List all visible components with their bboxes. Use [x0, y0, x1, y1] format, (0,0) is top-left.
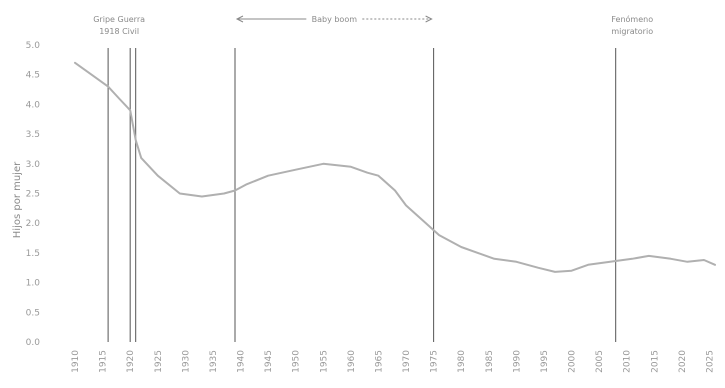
x-tick-label: 1950: [292, 350, 302, 373]
series-group: [74, 61, 716, 273]
x-tick-label: 1970: [402, 350, 412, 373]
annotation-label: Fenómeno: [611, 14, 653, 24]
x-tick-label: 2000: [568, 350, 578, 373]
arrow-head-left-icon: [235, 15, 244, 23]
x-tick-label: 1915: [99, 350, 109, 373]
event-marker-lines: [107, 48, 617, 342]
y-tick-label: 1.5: [26, 249, 40, 259]
y-tick-label: 0.0: [26, 338, 41, 348]
x-tick-label: 1935: [209, 350, 219, 373]
y-tick-label: 1.0: [26, 279, 41, 289]
annotation-label: Gripe Guerra: [93, 15, 145, 24]
x-tick-label: 1965: [374, 350, 384, 373]
annotation-group: Gripe Guerra 1918 Civil Baby boom Fenómeno m…: [93, 14, 653, 36]
x-tick-label: 1920: [126, 350, 136, 373]
y-tick-label: 3.5: [26, 130, 40, 140]
x-tick-label: 2020: [678, 350, 688, 373]
annotation-label: 1918 Civil: [99, 27, 139, 36]
y-axis-label: Hijos por mujer: [12, 161, 23, 238]
x-tick-label: 2025: [705, 350, 715, 373]
x-tick-label: 1990: [512, 350, 522, 373]
annotation-label: migratorio: [611, 27, 653, 36]
y-tick-label: 3.0: [26, 160, 41, 170]
x-tick-label: 1960: [347, 350, 357, 373]
x-tick-label: 1930: [181, 350, 191, 373]
x-axis-ticks: 1910 1915 1920 1925 1930 1935 1940 1945 1950 1955…: [71, 350, 715, 373]
x-tick-label: 1985: [485, 350, 495, 373]
x-tick-label: 1910: [71, 350, 81, 373]
y-tick-label: 2.0: [26, 219, 41, 229]
x-tick-label: 2010: [623, 350, 633, 373]
x-tick-label: 1980: [457, 350, 467, 373]
y-tick-label: 2.5: [26, 190, 40, 200]
x-tick-label: 1975: [430, 350, 440, 373]
annotation-label: Baby boom: [312, 15, 358, 24]
y-axis-ticks: 0.0 0.5 1.0 1.5 2.0 2.5 3.0 3.5 4.0 4.5 5.0: [26, 41, 41, 348]
arrow-head-right-icon: [425, 15, 433, 23]
x-tick-label: 1945: [264, 350, 274, 373]
x-tick-label: 1995: [540, 350, 550, 373]
x-tick-label: 1955: [319, 350, 329, 373]
y-tick-label: 0.5: [26, 308, 40, 318]
x-tick-label: 1925: [154, 350, 164, 373]
y-tick-label: 4.5: [26, 71, 40, 81]
y-axis-label-group: Hijos por mujer: [12, 161, 23, 238]
series-line: [74, 61, 716, 273]
x-tick-label: 2005: [595, 350, 605, 373]
x-tick-label: 2015: [650, 350, 660, 373]
y-tick-label: 4.0: [26, 100, 41, 110]
x-tick-label: 1940: [237, 350, 247, 373]
y-tick-label: 5.0: [26, 41, 41, 51]
